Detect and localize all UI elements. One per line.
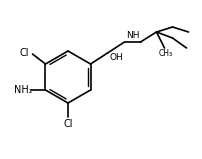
Text: OH: OH xyxy=(109,53,123,62)
Text: Cl: Cl xyxy=(63,119,72,129)
Text: Cl: Cl xyxy=(20,48,29,58)
Text: CH₃: CH₃ xyxy=(158,49,172,59)
Text: NH₂: NH₂ xyxy=(14,85,33,95)
Text: NH: NH xyxy=(125,31,139,39)
